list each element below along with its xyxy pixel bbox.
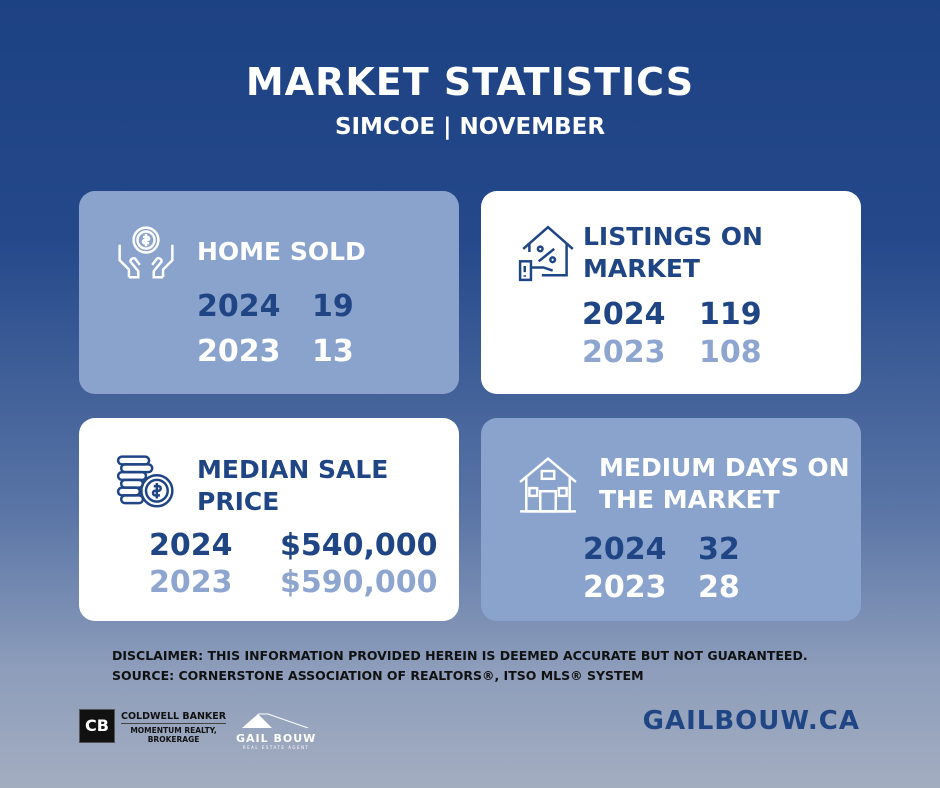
brokerage-line: MOMENTUM REALTY, xyxy=(130,726,217,735)
card-title: MEDIUM DAYS ON THE MARKET xyxy=(599,452,850,516)
brokerage-name: COLDWELL BANKER MOMENTUM REALTY, BROKERA… xyxy=(121,711,227,744)
year-label: 2023 xyxy=(149,565,233,600)
card-title-line: LISTINGS ON xyxy=(583,222,763,251)
card-title-line: MEDIUM DAYS ON xyxy=(599,453,850,482)
source-text: SOURCE: CORNERSTONE ASSOCIATION OF REALT… xyxy=(112,668,644,683)
gail-bouw-logo: GAIL BOUW REAL ESTATE AGENT xyxy=(236,712,316,750)
card-days-on-market: MEDIUM DAYS ON THE MARKET 2024 32 2023 28 xyxy=(481,418,861,621)
stat-value: 13 xyxy=(312,334,354,369)
page-title: MARKET STATISTICS xyxy=(245,60,695,104)
year-label: 2023 xyxy=(582,335,666,370)
year-label: 2024 xyxy=(149,528,233,563)
hands-coin-icon xyxy=(118,226,174,279)
disclaimer: DISCLAIMER: THIS INFORMATION PROVIDED HE… xyxy=(112,646,808,686)
year-label: 2023 xyxy=(583,570,667,605)
stat-value: $590,000 xyxy=(280,565,438,600)
brokerage-line: BROKERAGE xyxy=(147,735,200,744)
house-percent-icon xyxy=(518,225,574,282)
website-link[interactable]: GAILBOUW.CA xyxy=(642,706,860,736)
coldwell-banker-logo: CB xyxy=(79,709,115,743)
page-subtitle: SIMCOE | NOVEMBER xyxy=(334,114,606,140)
stat-value: 32 xyxy=(698,532,740,567)
year-label: 2023 xyxy=(197,334,281,369)
card-median-price: MEDIAN SALE PRICE 2024 $540,000 2023 $590,0… xyxy=(79,418,459,621)
card-title-line: MEDIAN SALE xyxy=(197,455,389,484)
stat-value: 19 xyxy=(312,289,354,324)
mountain-logo-icon xyxy=(242,713,309,729)
year-label: 2024 xyxy=(583,532,667,567)
stat-value: 28 xyxy=(698,570,740,605)
card-title-line: PRICE xyxy=(197,487,280,516)
stat-value: $540,000 xyxy=(280,528,438,563)
house-icon xyxy=(519,457,577,513)
coins-dollar-icon xyxy=(116,455,174,508)
card-home-sold: HOME SOLD 2024 19 2023 13 xyxy=(79,191,459,394)
disclaimer-text: DISCLAIMER: THIS INFORMATION PROVIDED HE… xyxy=(112,648,808,663)
card-listings: LISTINGS ON MARKET 2024 119 2023 108 xyxy=(481,191,861,394)
stat-value: 108 xyxy=(699,335,762,370)
agent-logo-subtext: REAL ESTATE AGENT xyxy=(242,745,310,750)
card-title-line: THE MARKET xyxy=(599,485,780,514)
card-title-line: MARKET xyxy=(583,254,700,283)
agent-logo-text: GAIL BOUW xyxy=(236,732,317,745)
brokerage-line: COLDWELL BANKER xyxy=(121,711,227,724)
year-label: 2024 xyxy=(197,289,281,324)
card-title: MEDIAN SALE PRICE xyxy=(197,454,388,518)
card-title: LISTINGS ON MARKET xyxy=(583,221,763,285)
card-title: HOME SOLD xyxy=(197,237,366,266)
stat-value: 119 xyxy=(699,297,762,332)
year-label: 2024 xyxy=(582,297,666,332)
